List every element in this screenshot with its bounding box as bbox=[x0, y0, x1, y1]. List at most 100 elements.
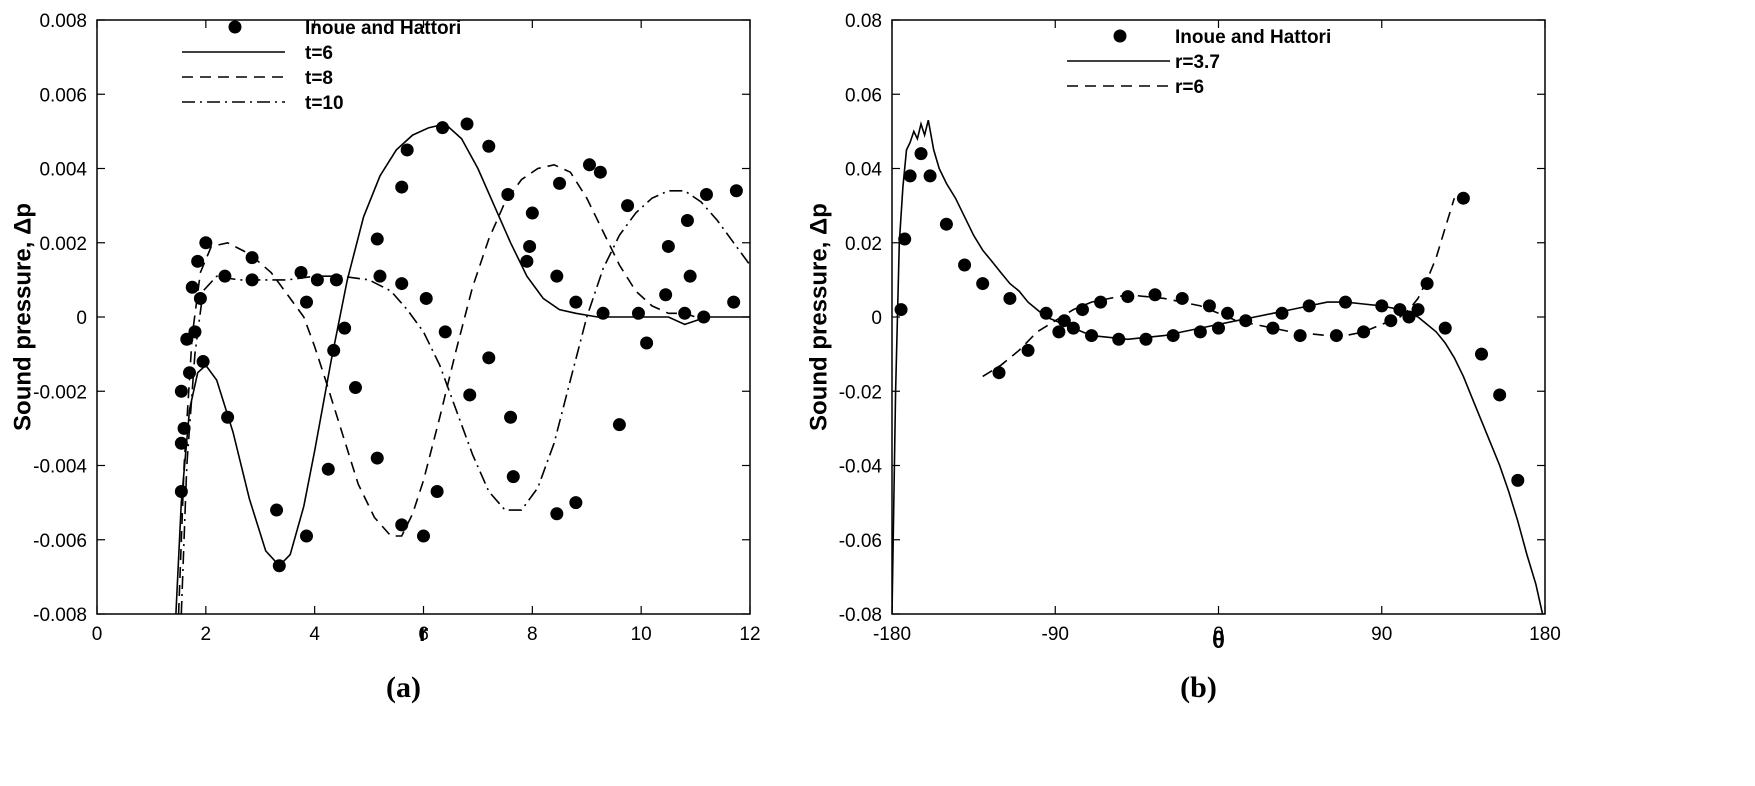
data-point-inoue-hattori bbox=[193, 291, 207, 305]
data-point-inoue-hattori bbox=[683, 269, 697, 283]
data-point-inoue-hattori bbox=[729, 184, 743, 198]
x-tick-label: -90 bbox=[1042, 624, 1069, 645]
y-tick-label: -0.006 bbox=[33, 531, 87, 552]
data-point-inoue-hattori bbox=[958, 258, 972, 272]
x-axis-title: θ bbox=[1212, 627, 1225, 654]
data-point-inoue-hattori bbox=[1052, 325, 1066, 339]
data-point-inoue-hattori bbox=[1057, 314, 1071, 328]
x-axis-title: r bbox=[419, 620, 428, 647]
y-tick-label: 0.004 bbox=[39, 160, 87, 181]
data-point-inoue-hattori bbox=[196, 355, 210, 369]
y-tick-label: -0.04 bbox=[839, 457, 883, 478]
data-point-inoue-hattori bbox=[1221, 306, 1235, 320]
data-point-inoue-hattori bbox=[1021, 343, 1035, 357]
y-tick-label: 0.02 bbox=[845, 234, 882, 255]
data-point-inoue-hattori bbox=[1039, 306, 1053, 320]
x-tick-label: 0 bbox=[92, 624, 103, 645]
data-point-inoue-hattori bbox=[1266, 321, 1280, 335]
data-point-inoue-hattori bbox=[436, 121, 450, 135]
data-point-inoue-hattori bbox=[697, 310, 711, 324]
data-point-inoue-hattori bbox=[992, 366, 1006, 380]
data-point-inoue-hattori bbox=[430, 484, 444, 498]
data-point-inoue-hattori bbox=[678, 306, 692, 320]
data-point-inoue-hattori bbox=[188, 325, 202, 339]
data-point-inoue-hattori bbox=[395, 518, 409, 532]
data-point-inoue-hattori bbox=[661, 239, 675, 253]
data-point-inoue-hattori bbox=[463, 388, 477, 402]
x-tick-label: 8 bbox=[527, 624, 538, 645]
data-point-inoue-hattori bbox=[550, 269, 564, 283]
data-point-inoue-hattori bbox=[1139, 332, 1153, 346]
data-point-inoue-hattori bbox=[395, 180, 409, 194]
data-point-inoue-hattori bbox=[221, 410, 235, 424]
data-point-inoue-hattori bbox=[373, 269, 387, 283]
series-line-r-3-7 bbox=[892, 120, 1544, 614]
y-tick-label: 0.06 bbox=[845, 85, 882, 106]
data-point-inoue-hattori bbox=[1438, 321, 1452, 335]
x-tick-label: 180 bbox=[1529, 624, 1561, 645]
data-point-inoue-hattori bbox=[174, 384, 188, 398]
data-point-inoue-hattori bbox=[1121, 290, 1135, 304]
data-point-inoue-hattori bbox=[482, 139, 496, 153]
data-point-inoue-hattori bbox=[569, 496, 583, 510]
data-point-inoue-hattori bbox=[939, 217, 953, 231]
data-point-inoue-hattori bbox=[923, 169, 937, 183]
series-line-r-6 bbox=[982, 197, 1456, 378]
data-point-inoue-hattori bbox=[1275, 306, 1289, 320]
data-point-inoue-hattori bbox=[199, 236, 213, 250]
x-tick-label: -180 bbox=[873, 624, 911, 645]
data-point-inoue-hattori bbox=[1202, 299, 1216, 313]
data-point-inoue-hattori bbox=[612, 418, 626, 432]
data-point-inoue-hattori bbox=[1493, 388, 1507, 402]
data-point-inoue-hattori bbox=[191, 254, 205, 268]
x-tick-label: 12 bbox=[739, 624, 760, 645]
y-tick-label: 0 bbox=[871, 308, 882, 329]
y-tick-label: -0.06 bbox=[839, 531, 882, 552]
data-point-inoue-hattori bbox=[501, 187, 515, 201]
data-point-inoue-hattori bbox=[1239, 314, 1253, 328]
y-axis-title: Sound pressure, Δp bbox=[805, 203, 832, 431]
data-point-inoue-hattori bbox=[727, 295, 741, 309]
y-tick-label: -0.02 bbox=[839, 382, 882, 403]
series-line-t-8 bbox=[177, 163, 696, 614]
y-tick-label: -0.008 bbox=[33, 605, 87, 626]
data-point-inoue-hattori bbox=[327, 343, 341, 357]
y-tick-label: 0.008 bbox=[39, 11, 87, 32]
data-point-inoue-hattori bbox=[903, 169, 917, 183]
data-point-inoue-hattori bbox=[1075, 303, 1089, 317]
chart-panel-b: -180 -90 0 90 180 -0.08 -0.06 -0.04 -0.02 0 0.02 0.… bbox=[805, 11, 1560, 704]
x-tick-label: 10 bbox=[631, 624, 652, 645]
data-point-inoue-hattori bbox=[270, 503, 284, 517]
data-point-inoue-hattori bbox=[1511, 473, 1525, 487]
data-point-inoue-hattori bbox=[1175, 291, 1189, 305]
data-point-inoue-hattori bbox=[1357, 325, 1371, 339]
series-line-t-10 bbox=[180, 190, 750, 614]
data-point-inoue-hattori bbox=[1338, 295, 1352, 309]
legend-label: t=8 bbox=[305, 68, 333, 89]
legend-label: Inoue and Hattori bbox=[305, 18, 461, 39]
panel-caption: (b) bbox=[1180, 671, 1217, 704]
data-point-inoue-hattori bbox=[1375, 299, 1389, 313]
data-point-inoue-hattori bbox=[300, 295, 314, 309]
data-point-inoue-hattori bbox=[174, 436, 188, 450]
data-point-inoue-hattori bbox=[438, 325, 452, 339]
data-point-inoue-hattori bbox=[523, 239, 537, 253]
y-tick-label: 0.08 bbox=[845, 11, 882, 32]
data-point-inoue-hattori bbox=[1066, 321, 1080, 335]
data-point-inoue-hattori bbox=[631, 306, 645, 320]
plot-frame bbox=[891, 19, 1546, 615]
data-point-inoue-hattori bbox=[177, 421, 191, 435]
data-point-inoue-hattori bbox=[400, 143, 414, 157]
data-point-inoue-hattori bbox=[1193, 325, 1207, 339]
data-point-inoue-hattori bbox=[894, 303, 908, 317]
data-point-inoue-hattori bbox=[1293, 329, 1307, 343]
data-point-inoue-hattori bbox=[185, 280, 199, 294]
data-point-inoue-hattori bbox=[1402, 310, 1416, 324]
data-point-inoue-hattori bbox=[504, 410, 518, 424]
x-tick-label: 2 bbox=[201, 624, 212, 645]
y-tick-label: -0.08 bbox=[839, 605, 882, 626]
data-point-inoue-hattori bbox=[245, 273, 259, 287]
data-point-inoue-hattori bbox=[659, 288, 673, 302]
chart-panel-a: 0 2 4 6 8 10 12 -0.008 -0.006 -0.004 -0.002 0 0.002 0… bbox=[9, 11, 760, 704]
